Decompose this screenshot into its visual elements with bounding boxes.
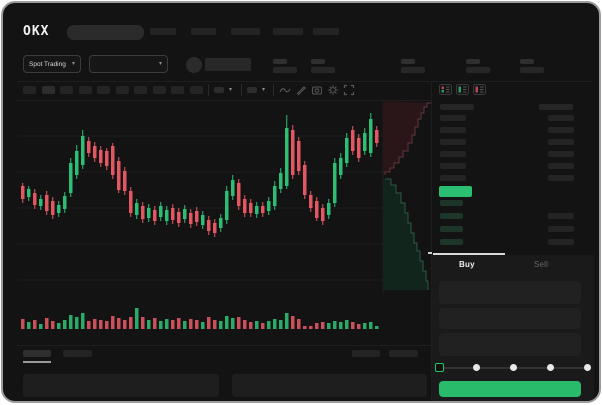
camera-screenshot-icon[interactable] (311, 84, 323, 96)
nav-item-skeleton[interactable] (191, 28, 216, 35)
divider (431, 81, 432, 401)
ticker-stat-label (520, 59, 534, 64)
orderbook-bid-price[interactable] (440, 226, 463, 232)
active-tab-underline (23, 361, 51, 363)
ticker-stat-label (466, 59, 480, 64)
price-input[interactable] (439, 281, 581, 304)
orderbook-bid-price[interactable] (440, 200, 463, 206)
pair-selector-dropdown[interactable]: ▾ (89, 55, 168, 73)
orderbook-ask-amount[interactable] (548, 163, 574, 169)
amount-input[interactable] (439, 308, 581, 329)
divider (17, 100, 431, 101)
bottom-tab-active[interactable] (23, 350, 51, 357)
nav-item-skeleton[interactable] (231, 28, 260, 35)
orderbook-ask-price[interactable] (440, 139, 466, 145)
timeframe-button[interactable] (134, 86, 147, 94)
timeframe-button[interactable] (171, 86, 184, 94)
orderbook-ask-price[interactable] (440, 163, 466, 169)
orderbook-ask-price[interactable] (440, 127, 466, 133)
chevron-down-icon[interactable]: ▾ (229, 87, 233, 93)
pair-name-skeleton (205, 58, 251, 71)
total-input[interactable] (439, 333, 581, 356)
chevron-down-icon: ▾ (71, 61, 75, 67)
bottom-panel-skeleton (23, 374, 219, 397)
timeframe-button[interactable] (23, 86, 36, 94)
depth-last-price-tick (428, 252, 432, 254)
okx-logo: OKX (23, 24, 50, 39)
divider (273, 84, 274, 96)
orderbook-last-price-badge (439, 186, 472, 197)
chart-type-button[interactable] (214, 87, 224, 93)
bottom-tab[interactable] (63, 350, 92, 357)
orderbook-col-header-amount (539, 104, 573, 110)
tab-buy[interactable]: Buy (459, 260, 475, 269)
orderbook-col-header-price (440, 104, 474, 110)
orderbook-ask-amount[interactable] (548, 151, 574, 157)
bottom-panel-skeleton (232, 374, 427, 397)
orderbook-layout-bids-icon[interactable] (456, 84, 469, 95)
ticker-stat-value (311, 67, 335, 73)
orderbook-bid-amount[interactable] (548, 213, 574, 219)
orderbook-ask-price[interactable] (440, 151, 466, 157)
orderbook-bid-price[interactable] (440, 213, 463, 219)
buy-tab-underline (433, 253, 505, 255)
buy-submit-button[interactable] (439, 381, 581, 397)
timeframe-button[interactable] (153, 86, 166, 94)
orderbook-ask-price[interactable] (440, 115, 466, 121)
bottom-action-skeleton[interactable] (389, 350, 418, 357)
orderbook-ask-amount[interactable] (548, 127, 574, 133)
indicator-button[interactable] (247, 87, 257, 93)
ticker-stat-label (273, 59, 287, 64)
timeframe-button[interactable] (42, 86, 55, 94)
search-input[interactable] (67, 25, 144, 40)
fullscreen-icon[interactable] (343, 84, 355, 96)
slider-step-100[interactable] (584, 364, 591, 371)
slider-handle[interactable] (435, 363, 444, 372)
chevron-down-icon: ▾ (158, 61, 162, 67)
slider-step-25[interactable] (473, 364, 480, 371)
divider (208, 84, 209, 96)
ticker-stat-value (520, 67, 544, 73)
timeframe-button[interactable] (116, 86, 129, 94)
timeframe-button[interactable] (60, 86, 73, 94)
slider-step-75[interactable] (547, 364, 554, 371)
orderbook-bid-amount[interactable] (548, 226, 574, 232)
orderbook-ask-price[interactable] (440, 175, 466, 181)
coin-icon (186, 57, 202, 73)
ticker-stat-value (273, 67, 297, 73)
orderbook-layout-both-icon[interactable] (439, 84, 452, 95)
tab-sell[interactable]: Sell (534, 260, 549, 269)
ticker-stat-value (401, 67, 425, 73)
divider (17, 345, 431, 346)
ticker-stat-label (401, 59, 415, 64)
timeframe-button[interactable] (190, 86, 203, 94)
slider-step-50[interactable] (510, 364, 517, 371)
settings-gear-icon[interactable] (327, 84, 339, 96)
timeframe-button[interactable] (79, 86, 92, 94)
market-type-label: Spot Trading (29, 60, 66, 68)
orderbook-ask-amount[interactable] (548, 115, 574, 121)
nav-item-skeleton[interactable] (273, 28, 303, 35)
draw-pencil-icon[interactable] (295, 84, 307, 96)
divider (241, 84, 242, 96)
nav-item-skeleton[interactable] (313, 28, 339, 35)
bottom-action-skeleton[interactable] (352, 350, 380, 357)
ticker-stat-value (466, 67, 490, 73)
chevron-down-icon[interactable]: ▾ (262, 87, 266, 93)
nav-item-skeleton[interactable] (150, 28, 176, 35)
orderbook-bid-amount[interactable] (548, 239, 574, 245)
orderbook-layout-asks-icon[interactable] (473, 84, 486, 95)
ticker-stat-label (311, 59, 325, 64)
timeframe-button[interactable] (97, 86, 110, 94)
divider (17, 81, 592, 82)
orderbook-bid-price[interactable] (440, 239, 463, 245)
line-chart-icon[interactable] (279, 84, 291, 96)
orderbook-ask-amount[interactable] (548, 139, 574, 145)
market-type-selector[interactable]: Spot Trading ▾ (23, 55, 81, 73)
orderbook-ask-amount[interactable] (548, 175, 574, 181)
